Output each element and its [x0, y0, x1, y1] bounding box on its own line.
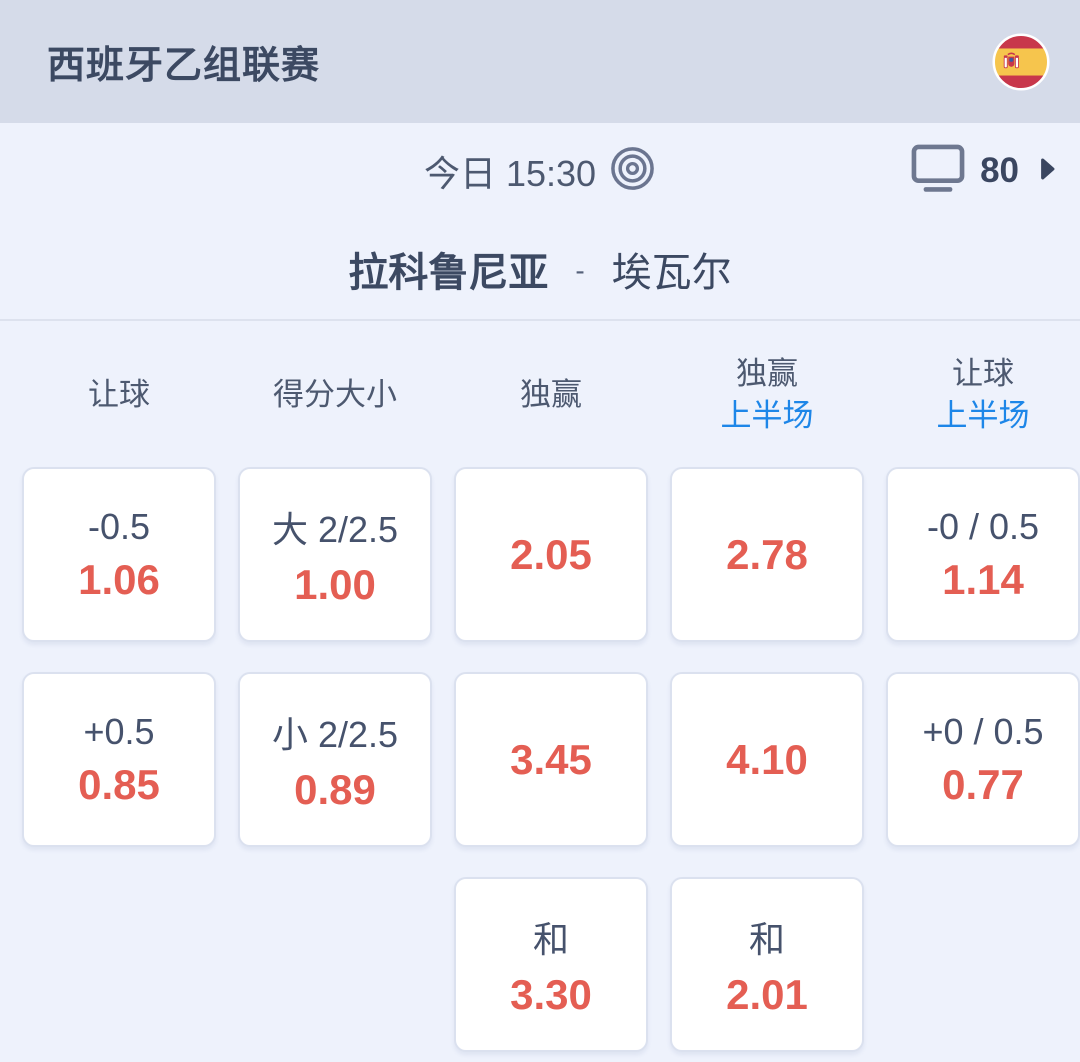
odds-value: 1.00 [294, 560, 376, 608]
market-header-handicap: 让球 [22, 355, 216, 435]
match-meta-row: 今日 15:30 80 [0, 123, 1080, 219]
odds-value: 4.10 [726, 735, 808, 783]
odds-card[interactable]: 2.78 [670, 467, 864, 642]
kickoff-time: 今日 15:30 [423, 153, 597, 194]
odds-card[interactable]: -0.5 1.06 [22, 467, 216, 642]
market-label: 让球 [952, 356, 1014, 392]
odds-card[interactable]: +0 / 0.5 0.77 [886, 672, 1080, 847]
live-streams-button[interactable]: 80 [911, 144, 1056, 198]
odds-card[interactable]: 和 2.01 [670, 877, 864, 1052]
away-team-name: 埃瓦尔 [611, 251, 732, 295]
market-label: 独赢 [736, 356, 798, 392]
bullseye-icon [609, 145, 656, 197]
odds-line: 和 [532, 918, 569, 960]
odds-value: 2.78 [726, 530, 808, 578]
odds-value: 0.77 [942, 760, 1024, 808]
top-bar: 西班牙乙组联赛 [0, 0, 1080, 123]
league-title: 西班牙乙组联赛 [47, 45, 321, 87]
section-divider [0, 319, 1080, 321]
odds-value: 1.14 [942, 555, 1024, 603]
tv-icon [911, 144, 965, 198]
match-title: 拉科鲁尼亚 - 埃瓦尔 [0, 219, 1080, 319]
market-label: 让球 [88, 377, 150, 413]
market-sublabel: 上半场 [720, 398, 814, 433]
market-header-handicap-firsthalf: 让球 上半场 [886, 355, 1080, 435]
odds-card[interactable]: 小 2/2.5 0.89 [238, 672, 432, 847]
market-headers: 让球 得分大小 独赢 独赢 上半场 让球 上半场 [0, 355, 1080, 435]
odds-line: -0 / 0.5 [926, 505, 1040, 547]
odds-value: 3.45 [510, 735, 592, 783]
odds-value: 1.06 [78, 555, 160, 603]
odds-line: +0.5 [83, 710, 155, 752]
odds-card[interactable]: 2.05 [454, 467, 648, 642]
odds-line: 大 2/2.5 [271, 508, 399, 550]
match-panel: 今日 15:30 80 [0, 123, 1080, 1062]
market-sublabel: 上半场 [936, 398, 1030, 433]
market-header-moneyline-firsthalf: 独赢 上半场 [670, 355, 864, 435]
odds-card[interactable]: 3.45 [454, 672, 648, 847]
odds-line: 和 [748, 918, 785, 960]
spain-flag-icon [992, 32, 1050, 91]
odds-line: 小 2/2.5 [271, 713, 399, 755]
market-label: 独赢 [520, 377, 582, 413]
stream-count: 80 [980, 151, 1019, 190]
odds-line: +0 / 0.5 [922, 710, 1044, 752]
team-separator: - [575, 255, 585, 286]
market-label: 得分大小 [273, 377, 397, 413]
market-header-totals: 得分大小 [238, 355, 432, 435]
odds-card[interactable]: 和 3.30 [454, 877, 648, 1052]
chevron-right-icon [1040, 156, 1056, 187]
odds-value: 0.89 [294, 765, 376, 813]
odds-card[interactable]: -0 / 0.5 1.14 [886, 467, 1080, 642]
home-team-name: 拉科鲁尼亚 [348, 251, 549, 295]
odds-card[interactable]: 大 2/2.5 1.00 [238, 467, 432, 642]
odds-grid: -0.5 1.06 大 2/2.5 1.00 2.05 2.78 -0 / 0.… [0, 467, 1080, 1062]
odds-line: -0.5 [87, 505, 151, 547]
odds-value: 3.30 [510, 970, 592, 1018]
odds-value: 2.01 [726, 970, 808, 1018]
kickoff-group: 今日 15:30 [424, 145, 656, 197]
odds-value: 0.85 [78, 760, 160, 808]
odds-card[interactable]: 4.10 [670, 672, 864, 847]
odds-value: 2.05 [510, 530, 592, 578]
market-header-moneyline: 独赢 [454, 355, 648, 435]
odds-card[interactable]: +0.5 0.85 [22, 672, 216, 847]
